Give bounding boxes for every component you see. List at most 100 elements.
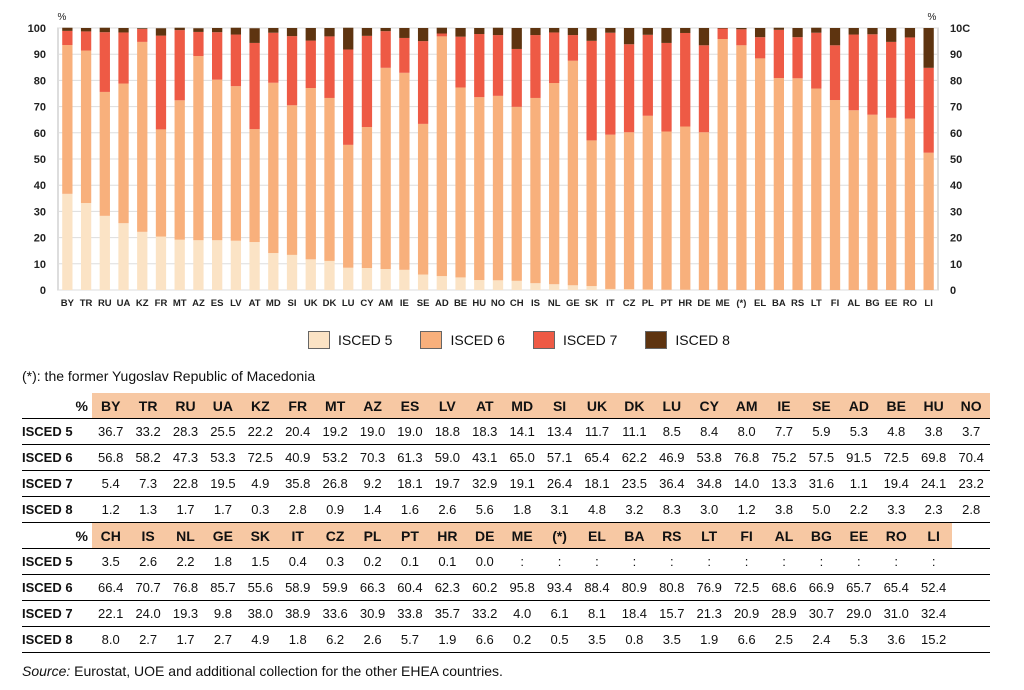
bar-MD-isced7 — [268, 32, 279, 83]
table-cell: 3.8 — [765, 496, 803, 523]
bar-EE-isced8 — [886, 28, 897, 42]
y-tick-label-left: 50 — [34, 154, 46, 166]
table-row: ISCED 7 22.1 24.0 19.3 9.8 38.0 38.9 33.6 30.9 33… — [22, 600, 990, 627]
table-cell — [952, 600, 990, 627]
table-cell: 19.5 — [204, 470, 242, 497]
bar-CZ-isced6 — [623, 132, 635, 290]
table-header-cell: CZ — [316, 523, 354, 549]
table-cell: 66.3 — [353, 574, 392, 601]
bar-GE-isced6 — [567, 60, 579, 286]
table-row: ISCED 7 5.4 7.3 22.8 19.5 4.9 35.8 26.8 9.2 18.1 1… — [22, 470, 990, 497]
bar-(*)-isced7 — [736, 29, 747, 46]
table-cell: 11.1 — [615, 418, 654, 445]
bar-SI-isced8 — [286, 28, 298, 37]
bar-LU-isced7 — [343, 49, 354, 145]
y-tick-label-left: 10 — [34, 259, 46, 271]
table-cell: 3.0 — [690, 496, 728, 523]
data-table-part2: % CH IS NL GE SK IT CZ PL PT HR DE ME (*) EL BA RS LT FI AL… — [22, 523, 990, 653]
bar-ES-isced6 — [212, 79, 223, 241]
table-cell: 20.4 — [279, 418, 317, 445]
bar-IE-isced7 — [399, 37, 410, 73]
table-header-cell: TR — [129, 393, 167, 419]
table-cell: 22.8 — [166, 470, 205, 497]
table-cell: 3.5 — [653, 626, 691, 653]
table-cell: 4.0 — [503, 600, 541, 627]
table-cell: 5.9 — [802, 418, 841, 445]
bar-MD-isced5 — [268, 253, 279, 290]
source-note: Source: Eurostat, UOE and additional col… — [22, 663, 503, 679]
bar-NO-isced8 — [492, 27, 504, 36]
x-tick-label: RU — [98, 298, 112, 309]
table-cell: 19.7 — [428, 470, 467, 497]
table-row-label: ISCED 8 — [22, 626, 92, 653]
bar-NO-isced7 — [492, 35, 504, 96]
bar-PL-isced8 — [642, 28, 653, 35]
bar-IS-isced7 — [530, 35, 541, 98]
table-cell: 28.9 — [765, 600, 803, 627]
table-header-cell: NO — [952, 393, 990, 419]
bar-RU-isced5 — [99, 215, 110, 290]
table-cell: 25.5 — [204, 418, 242, 445]
table-cell: 8.4 — [690, 418, 728, 445]
y-tick-label-right: 60 — [950, 128, 962, 140]
bar-FR-isced6 — [155, 129, 167, 237]
legend-swatch-isced6 — [420, 331, 443, 349]
bar-KZ-isced8 — [137, 28, 148, 30]
x-tick-label: ES — [211, 298, 224, 309]
bar-(*)-isced8 — [736, 28, 747, 30]
x-tick-label: AD — [435, 298, 449, 309]
bar-BE-isced6 — [455, 87, 466, 278]
bar-UA-isced7 — [118, 32, 129, 84]
table-cell: : — [503, 548, 541, 575]
bar-BE-isced7 — [455, 36, 466, 88]
legend-label-isced5: ISCED 5 — [338, 332, 393, 348]
table-cell: 36.7 — [92, 418, 130, 445]
table-cell: 3.5 — [578, 626, 616, 653]
bar-CZ-isced7 — [623, 44, 635, 133]
table-cell: 29.0 — [840, 600, 878, 627]
bar-EL-isced6 — [754, 58, 766, 290]
table-cell: 93.4 — [540, 574, 579, 601]
table-row: ISCED 5 3.5 2.6 2.2 1.8 1.5 0.4 0.3 0.2 0.1 0.1 0.0… — [22, 548, 990, 575]
table-row-label: ISCED 6 — [22, 444, 92, 471]
table-cell: : — [914, 548, 953, 575]
bar-CH-isced5 — [511, 280, 522, 290]
bar-NL-isced8 — [549, 28, 560, 33]
table-header-cell: CH — [92, 523, 130, 549]
bar-AT-isced8 — [249, 28, 260, 43]
table-header-cell: ES — [391, 393, 429, 419]
bar-IE-isced5 — [399, 269, 410, 290]
table-cell: 0.5 — [540, 626, 579, 653]
bar-UA-isced6 — [118, 83, 129, 224]
table-cell: 69.8 — [914, 444, 953, 471]
bar-RO-isced8 — [904, 28, 916, 38]
bar-PL-isced5 — [642, 289, 653, 290]
table-cell: 33.2 — [129, 418, 167, 445]
bar-AL-isced7 — [848, 34, 859, 111]
table-cell: 7.3 — [129, 470, 167, 497]
table-cell: 0.1 — [391, 548, 429, 575]
table-cell: 4.9 — [241, 626, 280, 653]
bar-PT-isced7 — [661, 42, 672, 132]
y-tick-label-right: 10 — [950, 259, 962, 271]
x-tick-label: SI — [288, 298, 297, 309]
x-tick-label: HU — [472, 298, 486, 309]
table-cell: 76.8 — [166, 574, 205, 601]
table-cell: 76.8 — [727, 444, 766, 471]
table-cell: 91.5 — [840, 444, 878, 471]
table-cell: : — [690, 548, 728, 575]
table-header-cell: IE — [765, 393, 803, 419]
y-unit-label-left: % — [58, 12, 67, 23]
table-cell: 80.9 — [615, 574, 654, 601]
table-header-cell: FI — [727, 523, 766, 549]
table-header-cell: IS — [129, 523, 167, 549]
x-tick-label: RO — [903, 298, 917, 309]
x-tick-label: AZ — [192, 298, 205, 309]
table-cell: 2.2 — [166, 548, 205, 575]
table-corner-cell: % — [22, 393, 92, 419]
table-cell: 14.0 — [727, 470, 766, 497]
table-cell: 9.2 — [353, 470, 392, 497]
table-cell: 15.2 — [914, 626, 953, 653]
chart-legend: ISCED 5 ISCED 6 ISCED 7 ISCED 8 — [308, 328, 730, 352]
table-cell: : — [578, 548, 616, 575]
